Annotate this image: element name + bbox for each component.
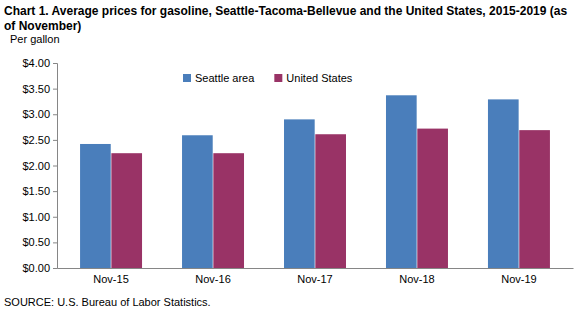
bar — [80, 144, 111, 268]
tick-label: $2.00 — [22, 160, 50, 172]
tick: $2.00 — [22, 160, 57, 172]
legend-item: United States — [274, 72, 353, 84]
y-axis-title: Per gallon — [10, 33, 60, 45]
tick-label: $4.00 — [22, 57, 50, 69]
y-axis: $0.00 $0.50 $1.00 $1.50 $2.00 $2.50 $3.00 $3.50… — [22, 57, 57, 274]
x-axis: Nov-15 Nov-16 Nov-17 Nov-18 Nov-19 — [58, 268, 574, 285]
tick: $0.00 — [22, 262, 57, 274]
tick: $4.00 — [22, 57, 57, 69]
tick-label: $1.50 — [22, 185, 50, 197]
plot: $0.00 $0.50 $1.00 $1.50 $2.00 $2.50 $3.00 $3.50… — [22, 57, 573, 285]
legend-label: United States — [286, 72, 353, 84]
bar — [519, 130, 550, 268]
tick-label: Nov-19 — [501, 273, 536, 285]
axis-line — [58, 268, 574, 269]
tick: $3.00 — [22, 108, 57, 120]
tick-mark — [53, 140, 57, 141]
tick-label: Nov-16 — [195, 273, 230, 285]
title: Chart 1. Average prices for gasoline, Se… — [4, 4, 570, 33]
bar — [284, 119, 315, 268]
tick: Nov-15 — [93, 268, 128, 285]
tick-label: $0.50 — [22, 236, 50, 248]
tick: $3.50 — [22, 83, 57, 95]
series — [111, 129, 550, 268]
legend-swatch — [183, 74, 191, 82]
tick: Nov-16 — [195, 268, 230, 285]
bar — [386, 95, 417, 268]
tick: $0.50 — [22, 236, 57, 248]
tick-mark — [53, 166, 57, 167]
legend-item: Seattle area — [183, 72, 255, 84]
tick-mark — [53, 89, 57, 90]
legend: Seattle area United States — [183, 72, 353, 84]
tick: Nov-18 — [399, 268, 434, 285]
tick-label: Nov-18 — [399, 273, 434, 285]
tick: $2.50 — [22, 134, 57, 146]
bar — [417, 129, 448, 268]
tick-label: $2.50 — [22, 134, 50, 146]
source: SOURCE: U.S. Bureau of Labor Statistics. — [4, 296, 211, 308]
bar — [213, 153, 244, 268]
bar — [182, 135, 213, 268]
tick-label: $3.00 — [22, 108, 50, 120]
axis-line — [53, 64, 58, 269]
tick: Nov-19 — [501, 268, 536, 285]
tick: $1.00 — [22, 211, 57, 223]
tick-label: $1.00 — [22, 211, 50, 223]
bar — [488, 99, 519, 268]
tick-label: Nov-15 — [93, 273, 128, 285]
series — [80, 95, 519, 268]
tick-label: Nov-17 — [297, 273, 332, 285]
legend-swatch — [274, 74, 282, 82]
bars — [80, 95, 550, 268]
tick-mark — [53, 114, 57, 115]
bar — [315, 134, 346, 268]
tick: $1.50 — [22, 185, 57, 197]
tick-mark — [53, 217, 57, 218]
legend-label: Seattle area — [195, 72, 255, 84]
tick: Nov-17 — [297, 268, 332, 285]
tick-mark — [53, 63, 57, 64]
bar — [111, 153, 142, 268]
tick-mark — [53, 242, 57, 243]
tick-mark — [53, 191, 57, 192]
tick-label: $0.00 — [22, 262, 50, 274]
tick-label: $3.50 — [22, 83, 50, 95]
tick-mark — [53, 268, 57, 269]
chart: Chart 1. Average prices for gasoline, Se… — [0, 0, 579, 310]
